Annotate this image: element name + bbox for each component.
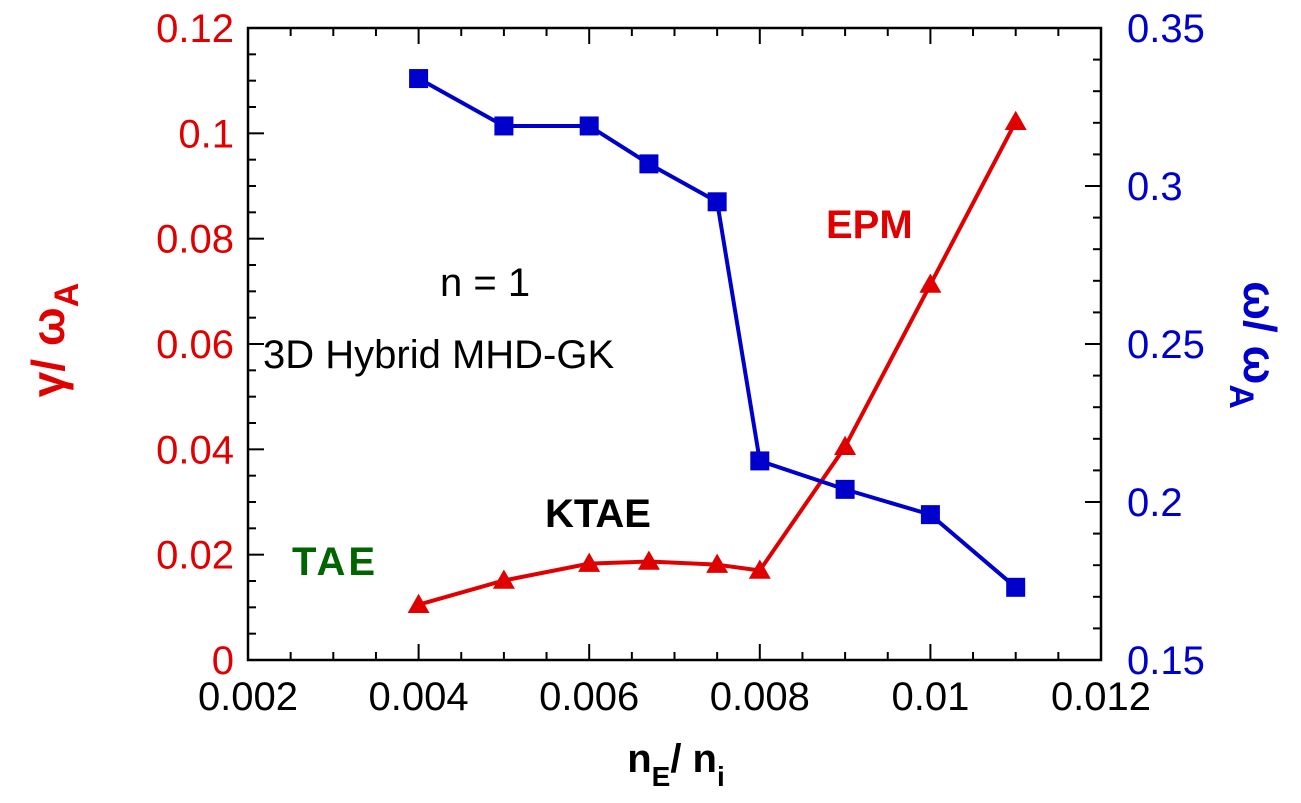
x-tick-label: 0.006 xyxy=(539,675,639,719)
frequency-point xyxy=(409,69,429,89)
x-label-sub1: E xyxy=(652,761,671,792)
x-tick-label: 0.004 xyxy=(369,675,469,719)
y-right-label-main: ω/ ω xyxy=(1234,281,1286,384)
frequency-point xyxy=(579,116,599,136)
x-tick-label: 0.002 xyxy=(198,675,298,719)
y-left-tick-label: 0.06 xyxy=(156,323,234,367)
frequency-point xyxy=(707,192,727,212)
growth-rate-point xyxy=(706,553,729,573)
growth-rate-point xyxy=(748,559,771,579)
x-ticks: 0.002 0.004 0.006 0.008 0.01 0.012 xyxy=(198,675,1151,719)
growth-rate-point xyxy=(407,593,430,613)
y-left-label-sub: A xyxy=(48,283,86,308)
annotation-model-name: 3D Hybrid MHD-GK xyxy=(263,333,614,377)
y-right-tick-label: 0.15 xyxy=(1127,639,1205,683)
y-left-axis-label: γ/ ωA xyxy=(22,283,86,398)
annotation-epm: EPM xyxy=(826,203,913,247)
y-right-tick-label: 0.2 xyxy=(1127,481,1183,525)
annotation-n-equals-1: n = 1 xyxy=(440,261,530,305)
annotation-tae: TAE xyxy=(292,540,378,584)
svg-text:ω/ ωA: ω/ ωA xyxy=(1222,281,1286,409)
y-left-tick-label: 0 xyxy=(212,639,234,683)
y-left-tick-label: 0.1 xyxy=(178,112,234,156)
y-right-axis-label: ω/ ωA xyxy=(1222,281,1286,409)
y-left-tick-label: 0.08 xyxy=(156,218,234,262)
x-label-main: n xyxy=(627,737,651,781)
y-right-tick-label: 0.25 xyxy=(1127,323,1205,367)
series-layer xyxy=(407,69,1027,613)
x-tick-label: 0.008 xyxy=(710,675,810,719)
y-left-label-main: γ/ ω xyxy=(22,307,74,397)
growth-rate-point xyxy=(492,569,515,589)
x-label-sep: / n xyxy=(670,737,717,781)
frequency-point xyxy=(1006,577,1026,597)
y-left-tick-label: 0.04 xyxy=(156,428,234,472)
x-tick-label: 0.01 xyxy=(891,675,969,719)
growth-rate-point xyxy=(834,435,857,455)
x-label-sub2: i xyxy=(717,761,725,792)
y-right-tick-label: 0.3 xyxy=(1127,165,1183,209)
frequency-point xyxy=(835,479,855,499)
y-right-label-sub: A xyxy=(1222,384,1260,409)
annotation-ktae: KTAE xyxy=(545,492,651,536)
frequency-point xyxy=(639,154,659,174)
growth-rate-point xyxy=(919,273,942,293)
frequency-point xyxy=(750,451,770,471)
y-left-ticks: 0 0.02 0.04 0.06 0.08 0.1 0.12 xyxy=(156,7,234,683)
minor-ticks xyxy=(247,27,1102,661)
y-right-ticks: 0.15 0.2 0.25 0.3 0.35 xyxy=(1127,7,1205,683)
frequency-point xyxy=(494,116,514,136)
frequency-point xyxy=(920,505,940,525)
growth-rate-point xyxy=(1004,110,1027,130)
y-left-tick-label: 0.02 xyxy=(156,534,234,578)
x-tick-label: 0.012 xyxy=(1051,675,1151,719)
y-left-tick-label: 0.12 xyxy=(156,7,234,51)
svg-text:γ/ ωA: γ/ ωA xyxy=(22,283,86,398)
growth-rate-point xyxy=(637,550,660,570)
growth-rate-point xyxy=(578,552,601,572)
x-axis-label: nE/ ni xyxy=(627,737,725,792)
y-right-tick-label: 0.35 xyxy=(1127,7,1205,51)
